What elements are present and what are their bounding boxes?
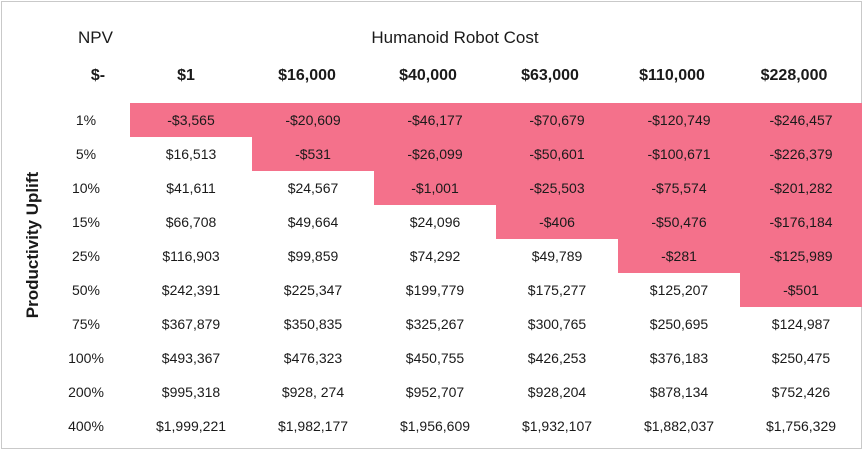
- column-header: $110,000: [639, 67, 705, 84]
- table-cell: -$46,177: [374, 103, 496, 137]
- table-cell: $995,318: [161, 384, 221, 400]
- row-header: 50%: [71, 282, 101, 298]
- table-cell: -$125,989: [740, 239, 862, 273]
- table-cell: $752,426: [771, 384, 831, 400]
- table-cell: $41,611: [166, 180, 216, 196]
- table-cell: -$20,609: [252, 103, 374, 137]
- table-cell: -$25,503: [496, 171, 618, 205]
- table-cell: $476,323: [283, 350, 343, 366]
- row-header: 75%: [71, 316, 101, 332]
- table-cell: -$3,565: [130, 103, 252, 137]
- table-cell: $928, 274: [281, 384, 345, 400]
- table-cell: $225,347: [283, 282, 343, 298]
- table-cell: $116,903: [162, 248, 220, 264]
- table-cell: $125,207: [649, 282, 709, 298]
- table-cell: -$120,749: [618, 103, 740, 137]
- table-cell: $175,277: [527, 282, 587, 298]
- column-header: $16,000: [278, 67, 336, 84]
- table-cell: $952,707: [405, 384, 465, 400]
- table-cell: $426,253: [527, 350, 587, 366]
- table-cell: $367,879: [161, 316, 221, 332]
- table-cell: $493,367: [161, 350, 221, 366]
- table-cell: $325,267: [405, 316, 465, 332]
- table-cell: -$176,184: [740, 205, 862, 239]
- table-cell: -$26,099: [374, 137, 496, 171]
- table-cell: $24,567: [287, 180, 339, 196]
- row-header: 10%: [71, 180, 101, 196]
- table-cell: $99,859: [287, 248, 339, 264]
- table-cell: -$201,282: [740, 171, 862, 205]
- table-cell: $928,204: [527, 384, 587, 400]
- table-cell: $124,987: [771, 316, 831, 332]
- table-cell: $16,513: [165, 146, 217, 162]
- row-header: 25%: [71, 248, 101, 264]
- row-header: 100%: [68, 350, 104, 366]
- table-cell: -$531: [252, 137, 374, 171]
- table-cell: $74,292: [409, 248, 461, 264]
- table-cell: -$246,457: [740, 103, 862, 137]
- row-header: 400%: [68, 418, 104, 434]
- table-cell: $1,756,329: [765, 418, 837, 434]
- table-cell: $1,882,037: [643, 418, 715, 434]
- row-header: 1%: [75, 112, 97, 128]
- table-cell: -$75,574: [618, 171, 740, 205]
- row-header: 15%: [71, 214, 101, 230]
- table-cell: $24,096: [409, 214, 461, 230]
- table-cell: $376,183: [649, 350, 709, 366]
- table-cell: $450,755: [405, 350, 465, 366]
- table-cell: $350,835: [283, 316, 343, 332]
- table-cell: $250,475: [771, 350, 831, 366]
- table-cell: $66,708: [165, 214, 217, 230]
- table-cell: $1,982,177: [277, 418, 349, 434]
- table-cell: $300,765: [527, 316, 587, 332]
- table-cell: -$100,671: [618, 137, 740, 171]
- table-cell: $1,956,609: [399, 418, 471, 434]
- table-cell: -$501: [740, 273, 862, 307]
- column-header: $40,000: [399, 67, 457, 84]
- table-cell: $878,134: [649, 384, 709, 400]
- table-cell: $49,789: [531, 248, 583, 264]
- table-cell: -$226,379: [740, 137, 862, 171]
- column-group-title: Humanoid Robot Cost: [371, 28, 539, 47]
- table-cell: $250,695: [649, 316, 709, 332]
- column-header: $63,000: [521, 67, 579, 84]
- table-cell: $1,932,107: [521, 418, 593, 434]
- table-cell: -$50,601: [496, 137, 618, 171]
- table-cell: -$406: [496, 205, 618, 239]
- column-header: $1: [177, 67, 195, 84]
- table-cell: $199,779: [405, 282, 465, 298]
- row-header: 5%: [75, 146, 97, 162]
- table-cell: -$70,679: [496, 103, 618, 137]
- row-group-title-text: Productivity Uplift: [23, 171, 42, 319]
- npv-corner-label: NPV: [78, 28, 113, 47]
- table-cell: $49,664: [287, 214, 339, 230]
- column-header: $228,000: [760, 67, 828, 84]
- column-header: $-: [90, 67, 106, 84]
- row-header: 200%: [68, 384, 104, 400]
- table-cell: -$50,476: [618, 205, 740, 239]
- table-cell: -$281: [618, 239, 740, 273]
- table-cell: $1,999,221: [155, 418, 227, 434]
- table-cell: $242,391: [161, 282, 221, 298]
- table-cell: -$1,001: [374, 171, 496, 205]
